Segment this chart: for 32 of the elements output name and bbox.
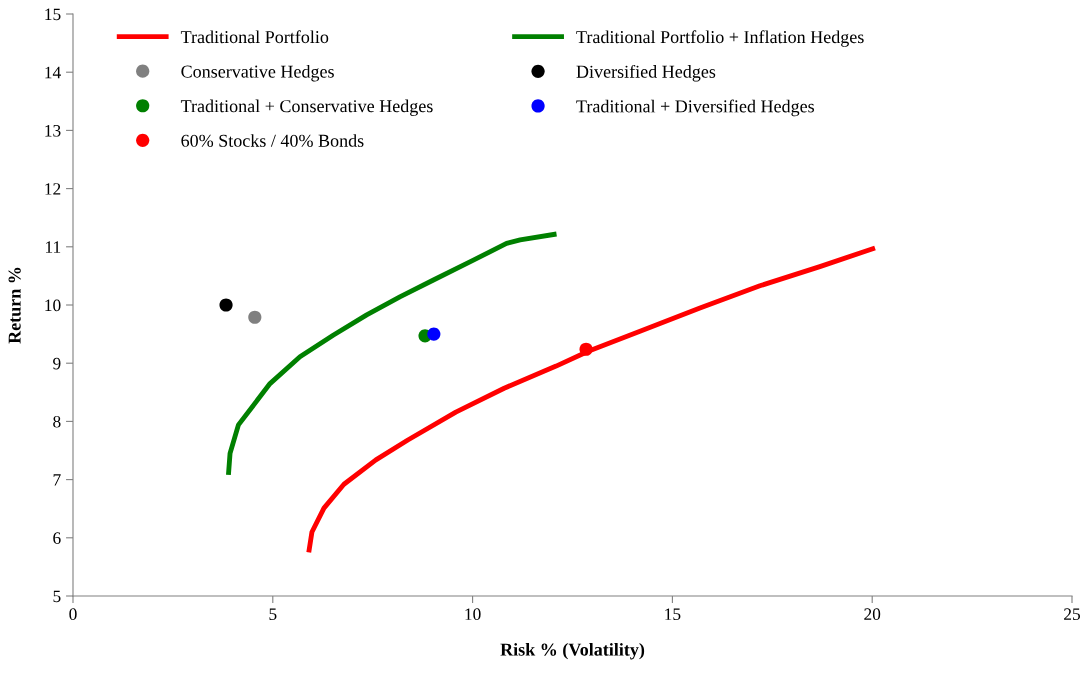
- y-axis-title: Return %: [8, 267, 21, 344]
- line-series: [306, 245, 878, 555]
- x-tick-label: 0: [69, 608, 77, 621]
- line-series: [226, 231, 559, 478]
- x-tick-label: 20: [864, 608, 881, 621]
- x-tick-label: 5: [269, 608, 277, 621]
- y-tick-label: 9: [53, 357, 61, 370]
- y-tick-label: 5: [53, 590, 61, 603]
- y-tick-label: 11: [46, 241, 61, 253]
- y-tick-label: 8: [53, 415, 61, 428]
- point: [427, 327, 441, 341]
- legend-label: 60% Stocks / 40% Bonds: [181, 134, 364, 147]
- legend-label: Traditional Portfolio + Inflation Hedges: [576, 30, 864, 47]
- point: [219, 298, 233, 312]
- y-tick-label: 13: [45, 124, 61, 137]
- x-tick-label: 10: [465, 608, 481, 621]
- y-tick-label: 7: [53, 474, 61, 486]
- legend-label: Traditional + Conservative Hedges: [180, 99, 433, 116]
- legend-label: Diversified Hedges: [576, 64, 716, 82]
- x-axis-title: Risk % (Volatility): [500, 642, 645, 660]
- y-tick-label: 15: [45, 8, 61, 21]
- y-tick-label: 12: [45, 183, 61, 195]
- y-tick-label: 10: [45, 299, 61, 312]
- legend-label: Conservative Hedges: [181, 64, 334, 82]
- legend-label: Traditional + Diversified Hedges: [576, 99, 815, 117]
- y-tick-label: 6: [53, 532, 61, 544]
- x-tick-label: 15: [665, 608, 681, 621]
- legend-label: Traditional Portfolio: [180, 30, 329, 44]
- point: [579, 342, 593, 356]
- x-tick-label: 25: [1064, 608, 1080, 621]
- y-tick-label: 14: [45, 66, 61, 79]
- point: [248, 310, 262, 324]
